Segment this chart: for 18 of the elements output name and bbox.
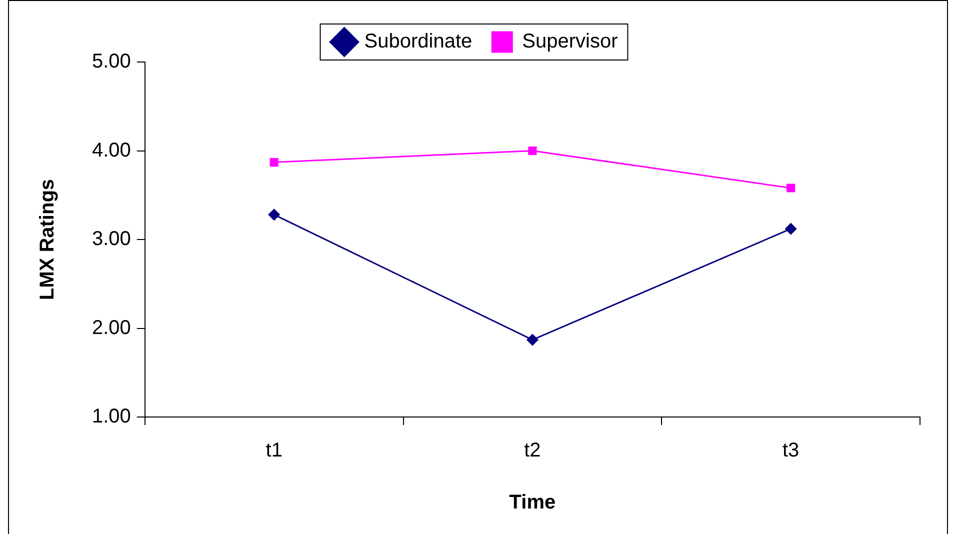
x-tick-label: t2 [524,440,541,462]
point [268,208,280,220]
y-tick-label: 2.00 [92,316,131,339]
legend-label: Subordinate [364,30,472,53]
y-axis-title: LMX Ratings [36,178,59,300]
point [526,334,538,346]
point [786,184,796,192]
legend-label: Supervisor [522,30,618,53]
y-tick-label: 3.00 [92,228,131,250]
x-tick-label: t3 [782,440,800,462]
y-tick-label: 5.00 [92,50,131,73]
point [528,146,537,156]
x-axis-title: Time [509,492,556,514]
x-tick-label: t1 [266,440,282,462]
point [785,223,797,235]
point [270,158,278,167]
y-tick-label: 4.00 [92,139,131,162]
y-tick-label: 1.00 [92,406,131,428]
